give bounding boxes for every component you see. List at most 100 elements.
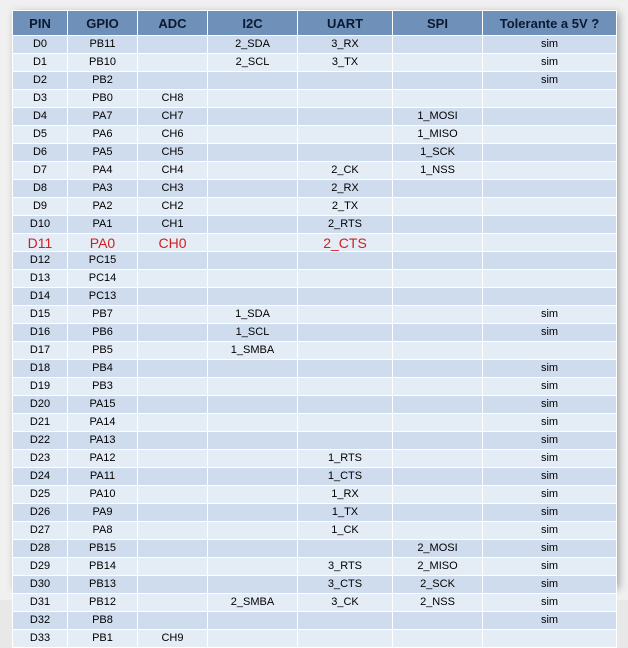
cell-pin: D26 xyxy=(13,504,68,522)
cell-adc xyxy=(138,36,208,54)
cell-pin: D5 xyxy=(13,126,68,144)
cell-spi: 1_NSS xyxy=(393,162,483,180)
cell-uart: 1_RX xyxy=(298,486,393,504)
table-row: D9PA2CH22_TX xyxy=(13,198,617,216)
col-header-adc: ADC xyxy=(138,11,208,36)
cell-i2c xyxy=(208,468,298,486)
cell-spi xyxy=(393,396,483,414)
cell-pin: D4 xyxy=(13,108,68,126)
cell-uart: 3_RX xyxy=(298,36,393,54)
cell-uart xyxy=(298,432,393,450)
cell-tol: sim xyxy=(483,432,617,450)
cell-uart xyxy=(298,540,393,558)
table-row: D7PA4CH42_CK1_NSS xyxy=(13,162,617,180)
cell-gpio: PA4 xyxy=(68,162,138,180)
cell-gpio: PB8 xyxy=(68,612,138,630)
table-row: D3PB0CH8 xyxy=(13,90,617,108)
cell-i2c xyxy=(208,612,298,630)
cell-adc xyxy=(138,72,208,90)
cell-gpio: PB6 xyxy=(68,324,138,342)
cell-gpio: PA10 xyxy=(68,486,138,504)
cell-uart xyxy=(298,342,393,360)
cell-pin: D10 xyxy=(13,216,68,234)
cell-adc xyxy=(138,396,208,414)
cell-adc xyxy=(138,306,208,324)
cell-i2c xyxy=(208,486,298,504)
cell-gpio: PA13 xyxy=(68,432,138,450)
cell-tol: sim xyxy=(483,540,617,558)
cell-adc: CH9 xyxy=(138,630,208,648)
cell-uart xyxy=(298,288,393,306)
table-row: D13PC14 xyxy=(13,270,617,288)
table-wrap: PIN GPIO ADC I2C UART SPI Tolerante a 5V… xyxy=(12,10,616,586)
cell-uart xyxy=(298,414,393,432)
table-row: D18PB4sim xyxy=(13,360,617,378)
cell-spi xyxy=(393,198,483,216)
cell-uart: 3_RTS xyxy=(298,558,393,576)
cell-adc: CH0 xyxy=(138,234,208,252)
cell-tol xyxy=(483,144,617,162)
cell-i2c xyxy=(208,576,298,594)
cell-spi xyxy=(393,468,483,486)
cell-i2c xyxy=(208,504,298,522)
table-row: D2PB2sim xyxy=(13,72,617,90)
cell-uart xyxy=(298,144,393,162)
cell-pin: D21 xyxy=(13,414,68,432)
cell-pin: D7 xyxy=(13,162,68,180)
cell-i2c: 2_SDA xyxy=(208,36,298,54)
cell-tol: sim xyxy=(483,504,617,522)
cell-adc xyxy=(138,288,208,306)
cell-pin: D22 xyxy=(13,432,68,450)
cell-adc: CH1 xyxy=(138,216,208,234)
cell-pin: D31 xyxy=(13,594,68,612)
cell-i2c: 1_SCL xyxy=(208,324,298,342)
cell-spi xyxy=(393,630,483,648)
table-row: D27PA81_CKsim xyxy=(13,522,617,540)
table-row: D0PB112_SDA3_RXsim xyxy=(13,36,617,54)
cell-gpio: PA3 xyxy=(68,180,138,198)
cell-gpio: PB5 xyxy=(68,342,138,360)
cell-i2c xyxy=(208,144,298,162)
cell-pin: D24 xyxy=(13,468,68,486)
cell-i2c xyxy=(208,288,298,306)
table-row: D11PA0CH02_CTS xyxy=(13,234,617,252)
cell-adc: CH2 xyxy=(138,198,208,216)
cell-adc xyxy=(138,468,208,486)
table-row: D25PA101_RXsim xyxy=(13,486,617,504)
cell-tol: sim xyxy=(483,612,617,630)
cell-pin: D6 xyxy=(13,144,68,162)
table-row: D32PB8sim xyxy=(13,612,617,630)
cell-tol xyxy=(483,216,617,234)
cell-uart xyxy=(298,378,393,396)
cell-spi xyxy=(393,270,483,288)
cell-uart: 3_CTS xyxy=(298,576,393,594)
cell-pin: D27 xyxy=(13,522,68,540)
cell-pin: D23 xyxy=(13,450,68,468)
cell-gpio: PA2 xyxy=(68,198,138,216)
table-row: D31PB122_SMBA3_CK2_NSSsim xyxy=(13,594,617,612)
cell-spi xyxy=(393,414,483,432)
cell-tol xyxy=(483,342,617,360)
cell-pin: D2 xyxy=(13,72,68,90)
cell-gpio: PB12 xyxy=(68,594,138,612)
pinout-table: PIN GPIO ADC I2C UART SPI Tolerante a 5V… xyxy=(12,10,617,648)
cell-spi xyxy=(393,288,483,306)
cell-pin: D20 xyxy=(13,396,68,414)
cell-spi xyxy=(393,216,483,234)
table-row: D19PB3sim xyxy=(13,378,617,396)
cell-spi xyxy=(393,342,483,360)
cell-gpio: PA6 xyxy=(68,126,138,144)
cell-i2c xyxy=(208,432,298,450)
cell-spi xyxy=(393,450,483,468)
table-row: D14PC13 xyxy=(13,288,617,306)
cell-uart: 2_CTS xyxy=(298,234,393,252)
cell-gpio: PB14 xyxy=(68,558,138,576)
cell-uart xyxy=(298,270,393,288)
cell-spi xyxy=(393,612,483,630)
cell-spi xyxy=(393,252,483,270)
cell-adc xyxy=(138,324,208,342)
cell-pin: D12 xyxy=(13,252,68,270)
cell-tol xyxy=(483,108,617,126)
cell-gpio: PB1 xyxy=(68,630,138,648)
cell-uart xyxy=(298,612,393,630)
